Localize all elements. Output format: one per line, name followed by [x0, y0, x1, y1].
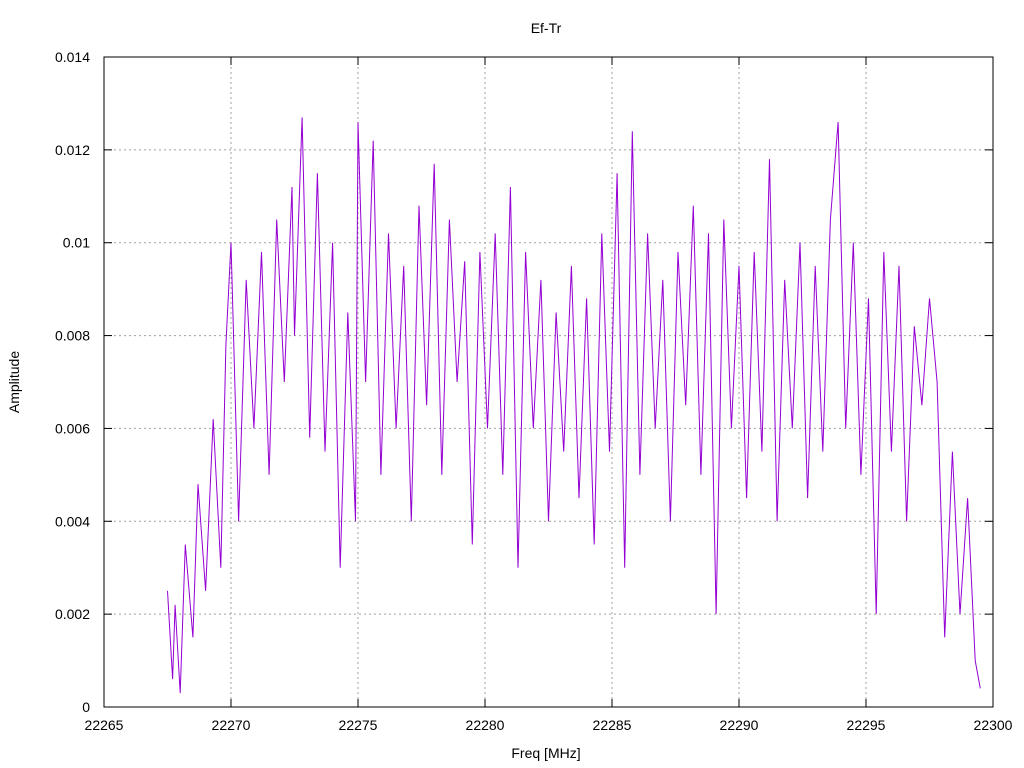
y-tick-label: 0.006: [55, 420, 90, 436]
y-tick-label: 0.004: [55, 513, 90, 529]
x-tick-label: 22270: [212, 717, 251, 733]
x-tick-label: 22275: [339, 717, 378, 733]
x-tick-label: 22265: [85, 717, 124, 733]
x-tick-label: 22300: [974, 717, 1013, 733]
x-tick-labels: 22265 22270 22275 22280 22285 22290 22295 22300: [85, 717, 1013, 733]
y-tick-labels: 0 0.002 0.004 0.006 0.008 0.01 0.012 0.014: [55, 49, 90, 715]
y-axis-label: Amplitude: [6, 351, 22, 413]
y-tick-label: 0.002: [55, 606, 90, 622]
y-tick-label: 0: [82, 699, 90, 715]
series-line: [167, 117, 981, 694]
x-tick-label: 22290: [720, 717, 759, 733]
x-tick-label: 22295: [847, 717, 886, 733]
y-tick-label: 0.01: [63, 235, 90, 251]
grid-lines: [104, 57, 993, 707]
y-tick-label: 0.012: [55, 142, 90, 158]
plot-frame: [103, 56, 994, 708]
x-axis-label: Freq [MHz]: [511, 745, 580, 761]
y-tick-label: 0.008: [55, 328, 90, 344]
axis-ticks: [103, 56, 994, 708]
chart-title: Ef-Tr: [531, 20, 562, 36]
x-tick-label: 22280: [466, 717, 505, 733]
y-tick-label: 0.014: [55, 49, 90, 65]
x-tick-label: 22285: [593, 717, 632, 733]
